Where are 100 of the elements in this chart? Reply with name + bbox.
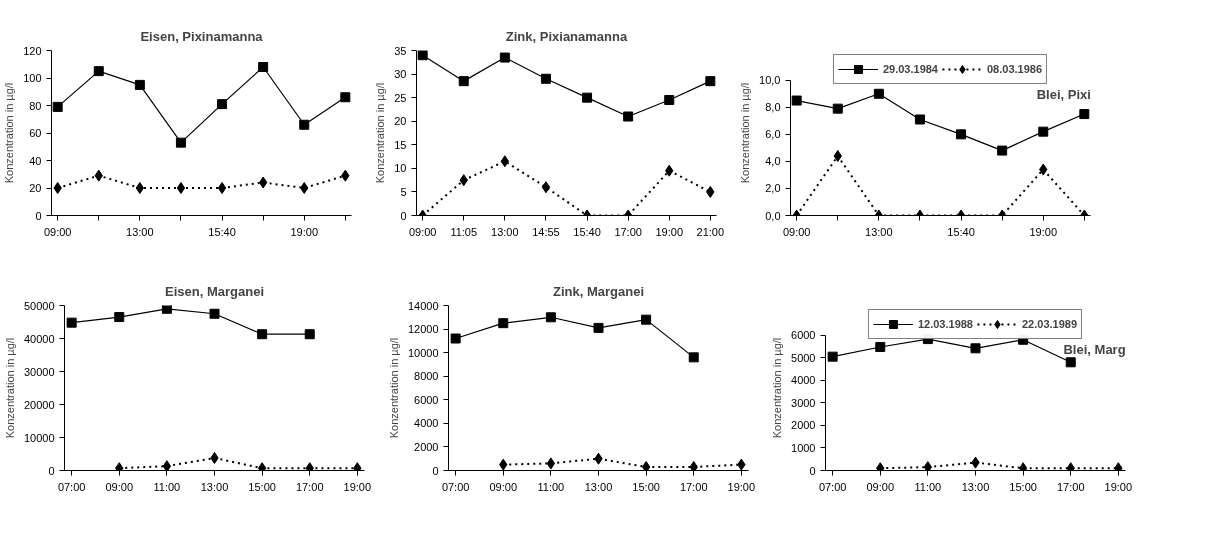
point (832, 103, 843, 114)
legend-label: 08.03.1986 (987, 63, 1043, 75)
point (545, 312, 556, 323)
point (217, 99, 228, 110)
x-tick-label: 19:00 (343, 480, 372, 493)
y-tick-label: 4000 (791, 374, 816, 387)
x-tick-label: 19:00 (290, 225, 319, 238)
point (340, 92, 351, 103)
y-tick-label: 10000 (23, 431, 55, 444)
y-tick-label: 2000 (791, 419, 816, 432)
x-tick-label: 07:00 (57, 480, 86, 493)
point (450, 333, 461, 344)
point (705, 76, 716, 87)
x-tick-label: 13:00 (126, 225, 154, 238)
point (217, 182, 227, 194)
point (66, 317, 77, 328)
point (209, 308, 220, 319)
point (970, 343, 981, 354)
y-axis-title: Konzentration in µg/l (739, 82, 752, 184)
point (258, 176, 268, 189)
x-tick-label: 11:05 (450, 225, 478, 238)
y-tick-label: 0,0 (765, 209, 781, 222)
point (641, 460, 651, 471)
y-tick-label: 8,0 (765, 101, 781, 114)
point (305, 462, 314, 471)
point (541, 181, 551, 194)
chart-title: Zink, Marganei (552, 283, 645, 299)
point (956, 129, 967, 140)
point (115, 462, 124, 471)
point (582, 92, 593, 103)
point (540, 73, 551, 84)
point (1038, 126, 1049, 137)
chart-title: Eisen, Marganei (165, 283, 264, 299)
x-tick-label: 09:00 (43, 225, 72, 238)
point (257, 462, 267, 471)
y-axis-title: Konzentration in µg/l (771, 337, 784, 439)
point (498, 318, 509, 329)
point (304, 329, 315, 340)
x-tick-label: 09:00 (782, 225, 811, 238)
point (257, 329, 268, 340)
point (258, 62, 269, 72)
x-tick-label: 17:00 (614, 225, 642, 238)
point (162, 460, 172, 471)
y-tick-label: 100 (23, 72, 42, 84)
point (1066, 462, 1075, 471)
y-tick-label: 60 (29, 127, 42, 139)
y-tick-label: 2000 (414, 440, 439, 453)
x-tick-label: 09:00 (408, 225, 437, 238)
point (53, 182, 62, 194)
y-tick-label: 1000 (791, 441, 816, 454)
point (664, 95, 675, 105)
point (873, 88, 884, 99)
x-tick-label: 15:40 (208, 225, 236, 238)
x-tick-label: 19:00 (655, 225, 684, 238)
point (688, 352, 699, 363)
x-tick-label: 13:00 (584, 480, 613, 493)
point (827, 351, 838, 362)
y-axis-title: Konzentration in µg/l (374, 82, 387, 184)
x-tick-label: 19:00 (727, 480, 756, 493)
point (876, 462, 885, 471)
y-tick-label: 5000 (791, 351, 816, 364)
y-tick-label: 0 (35, 209, 42, 222)
y-tick-label: 12000 (407, 323, 439, 336)
point (1018, 462, 1028, 471)
point (458, 76, 469, 87)
y-tick-label: 120 (23, 44, 42, 57)
x-tick-label: 13:00 (961, 480, 990, 493)
y-tick-label: 14000 (407, 299, 439, 312)
y-tick-label: 6000 (414, 393, 439, 406)
chart-title: Eisen, Pixinamanna (140, 28, 264, 44)
point (641, 314, 652, 325)
y-tick-label: 20 (29, 182, 42, 194)
y-tick-label: 30000 (23, 365, 55, 378)
x-tick-label: 21:00 (696, 225, 725, 238)
x-tick-label: 15:40 (573, 225, 601, 238)
point (175, 137, 186, 148)
point (135, 182, 145, 194)
y-tick-label: 4,0 (765, 155, 781, 168)
x-tick-label: 15:00 (248, 480, 276, 493)
y-tick-label: 0 (809, 464, 816, 477)
y-tick-label: 3000 (791, 396, 816, 409)
y-tick-label: 10,0 (759, 74, 781, 87)
y-tick-label: 40000 (23, 332, 55, 345)
y-tick-label: 4000 (414, 417, 439, 430)
y-tick-label: 25 (394, 91, 407, 104)
point (134, 79, 145, 90)
y-axis-title: Konzentration in µg/l (3, 337, 16, 439)
text: Blei, Pixi (1036, 86, 1091, 102)
point (914, 114, 925, 125)
x-tick-label: 09:00 (105, 480, 134, 493)
y-tick-label: 0 (432, 464, 439, 477)
y-tick-label: 40 (29, 154, 42, 167)
y-tick-label: 10 (394, 162, 407, 175)
point (1065, 357, 1076, 368)
x-tick-label: 15:40 (947, 225, 975, 238)
y-tick-label: 50000 (23, 299, 55, 312)
y-axis-title: Konzentration in µg/l (387, 337, 400, 439)
y-tick-label: 20 (394, 115, 407, 128)
legend-label: 22.03.1989 (1022, 318, 1078, 330)
point (499, 52, 510, 63)
